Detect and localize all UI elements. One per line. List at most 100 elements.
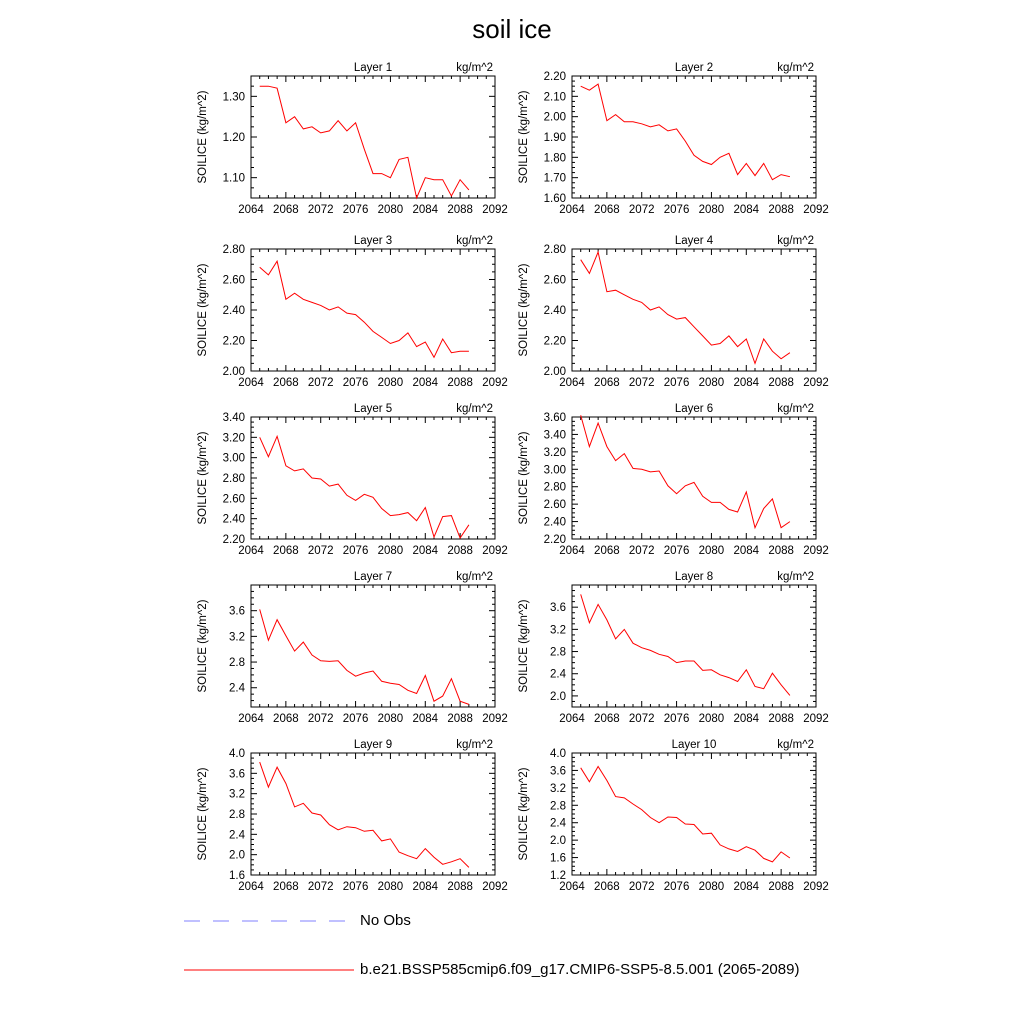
x-tick-label: 2068 [594,713,620,725]
plot-frame [250,248,496,372]
x-tick-label: 2088 [447,713,473,725]
x-tick-label: 2080 [378,881,404,893]
y-tick-label: 3.2 [550,783,566,795]
x-tick-label: 2076 [664,881,690,893]
y-tick-label: 3.6 [229,606,245,618]
panel-layer-10: 2064 2068 2072 2076 2080 2084 2088 2092 1.2 1.6 2.… [518,739,829,893]
y-tick-label: 2.60 [544,499,566,511]
x-tick-label: 2088 [768,377,794,389]
x-tick-label: 2092 [482,377,508,389]
series-line-layer-3 [259,259,469,359]
x-tick-label: 2080 [699,377,725,389]
x-tick-label: 2092 [482,545,508,557]
series-line-layer-6 [580,415,791,530]
series-line-layer-5 [259,434,470,540]
panel-title: Layer 7 [354,571,392,583]
panel-title: Layer 2 [675,62,713,74]
x-tick-label: 2084 [412,881,438,893]
panel-layer-2: 2064 2068 2072 2076 2080 2084 2088 2092 1.60 1.70… [518,62,829,216]
x-tick-label: 2088 [768,204,794,216]
panel-title: Layer 10 [672,739,717,751]
panel-title: Layer 5 [354,403,392,415]
x-tick-label: 2084 [733,713,759,725]
x-tick-label: 2080 [699,713,725,725]
x-tick-label: 2064 [559,545,585,557]
y-tick-label: 3.2 [550,624,566,636]
x-tick-label: 2072 [308,881,334,893]
x-tick-label: 2092 [482,204,508,216]
panel-title: Layer 1 [354,62,392,74]
plot-frame [250,584,496,708]
x-tick-label: 2072 [629,377,655,389]
y-tick-label: 4.0 [229,748,245,760]
series-line-layer-2 [580,83,791,181]
legend-no-obs-label: No Obs [360,912,411,929]
x-tick-label: 2076 [664,204,690,216]
x-tick-label: 2068 [273,881,299,893]
x-tick-label: 2080 [378,377,404,389]
panel-layer-9: 2064 2068 2072 2076 2080 2084 2088 2092 1.6 2.0 2.… [197,739,508,893]
panel-title: Layer 9 [354,739,392,751]
plot-frame [571,248,817,372]
y-axis-label: SOILICE (kg/m^2) [518,767,530,860]
y-tick-label: 2.40 [544,305,566,317]
y-axis-label: SOILICE (kg/m^2) [197,431,209,524]
x-tick-label: 2076 [664,713,690,725]
panel-layer-6: 2064 2068 2072 2076 2080 2084 2088 2092 2.20 2.40… [518,403,829,557]
units-label: kg/m^2 [777,235,814,247]
units-label: kg/m^2 [456,62,493,74]
series-line-layer-8 [580,594,791,696]
y-axis-label: SOILICE (kg/m^2) [197,263,209,356]
x-tick-label: 2068 [594,545,620,557]
y-tick-label: 1.30 [223,91,245,103]
x-tick-label: 2076 [343,204,369,216]
units-label: kg/m^2 [456,739,493,751]
x-tick-label: 2092 [482,881,508,893]
legend-no-obs-swatch [184,920,354,922]
y-tick-label: 2.20 [223,534,245,546]
x-tick-label: 2088 [447,545,473,557]
y-tick-label: 2.0 [550,835,566,847]
x-tick-label: 2084 [733,377,759,389]
y-tick-label: 3.6 [550,602,566,614]
y-tick-label: 1.70 [544,173,566,185]
x-tick-label: 2084 [412,713,438,725]
units-label: kg/m^2 [777,403,814,415]
y-axis-label: SOILICE (kg/m^2) [518,431,530,524]
y-tick-label: 1.80 [544,152,566,164]
x-tick-label: 2084 [412,377,438,389]
x-tick-label: 2064 [238,881,264,893]
y-tick-label: 2.4 [550,669,567,681]
y-axis-label: SOILICE (kg/m^2) [518,90,530,183]
x-tick-label: 2072 [308,204,334,216]
x-tick-label: 2076 [343,713,369,725]
y-tick-label: 2.4 [229,683,246,695]
series-line-layer-10 [580,765,791,863]
y-tick-label: 3.00 [223,453,245,465]
panel-layer-1: 2064 2068 2072 2076 2080 2084 2088 2092 1.10 1.20… [197,62,508,216]
plot-frame [571,75,817,199]
x-tick-label: 2088 [447,204,473,216]
panel-title: Layer 3 [354,235,392,247]
x-tick-label: 2072 [629,713,655,725]
x-tick-label: 2084 [733,545,759,557]
panel-title: Layer 6 [675,403,713,415]
units-label: kg/m^2 [456,571,493,583]
y-tick-label: 2.80 [223,473,245,485]
y-tick-label: 4.0 [550,748,566,760]
y-tick-label: 2.10 [544,91,566,103]
x-tick-label: 2076 [664,545,690,557]
x-tick-label: 2092 [803,881,829,893]
x-tick-label: 2076 [343,377,369,389]
y-tick-label: 1.60 [544,193,566,205]
y-tick-label: 2.60 [544,275,566,287]
y-tick-label: 3.40 [544,429,566,441]
x-tick-label: 2080 [378,204,404,216]
panel-layer-8: 2064 2068 2072 2076 2080 2084 2088 2092 2.0 2.4 2.… [518,571,829,725]
y-tick-label: 3.6 [229,768,245,780]
y-tick-label: 2.40 [544,517,566,529]
x-tick-label: 2072 [629,881,655,893]
y-tick-label: 2.20 [544,534,566,546]
x-tick-label: 2080 [699,881,725,893]
